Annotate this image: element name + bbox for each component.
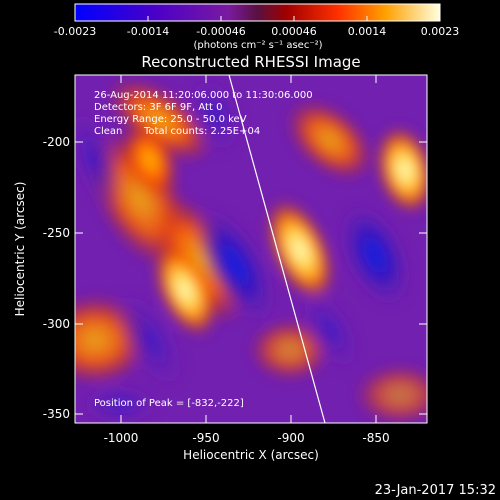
plot-title: Reconstructed RHESSI Image [141,53,360,71]
footer-timestamp: 23-Jan-2017 15:32 [375,483,496,498]
energy-range-text: Energy Range: 25.0 - 50.0 keV [94,114,247,125]
y-tick-label: -350 [43,407,70,421]
colorbar-unit-label: (photons cm⁻² s⁻¹ asec⁻²) [193,40,322,51]
x-axis-title: Heliocentric X (arcsec) [183,448,319,462]
colorbar-tick-label: 0.0014 [348,25,387,38]
y-tick-label: -300 [43,317,70,331]
rhessi-image [75,75,427,423]
plot-frame [74,74,428,424]
time-range-text: 26-Aug-2014 11:20:06.000 to 11:30:06.000 [94,90,313,101]
colorbar-tick-label: -0.0014 [127,25,169,38]
detectors-text: Detectors: 3F 6F 9F, Att 0 [94,102,222,113]
x-axis-ticks [120,75,377,423]
x-tick-label: -1000 [104,431,139,445]
x-tick-label: -950 [192,431,219,445]
x-tick-label: -850 [362,431,389,445]
colorbar [74,3,441,22]
colorbar-tick-label: 0.0023 [421,25,460,38]
y-tick-label: -250 [43,226,70,240]
x-tick-label: -900 [277,431,304,445]
total-counts-text: Total counts: 2.25E+04 [143,126,260,137]
y-axis-ticks [75,141,427,415]
y-tick-label: -200 [43,135,70,149]
y-axis-title: Heliocentric Y (arcsec) [13,182,27,317]
colorbar-tick-label: 0.00046 [271,25,317,38]
clean-text: Clean [94,126,122,137]
colorbar-tick-label: -0.00046 [196,25,245,38]
colorbar-ticks [74,16,441,21]
peak-position-text: Position of Peak = [-832,-222] [94,398,244,409]
solar-limb-line [228,75,326,423]
colorbar-tick-label: -0.0023 [54,25,96,38]
